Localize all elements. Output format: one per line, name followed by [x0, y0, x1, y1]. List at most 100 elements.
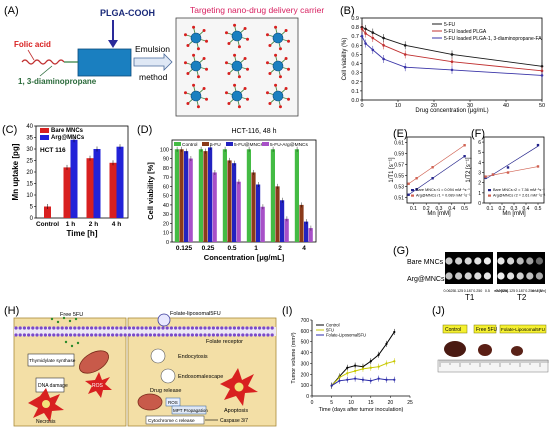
bar: [198, 149, 203, 242]
data-point: [369, 379, 372, 382]
legend-label: Control: [326, 323, 340, 328]
panel-label-c: (C): [2, 124, 17, 136]
lipid-head: [111, 333, 115, 337]
data-point: [415, 177, 418, 180]
np-folate-tip: [183, 91, 187, 95]
lipid-head: [14, 326, 18, 330]
np-folate-tip: [192, 53, 196, 57]
lipid-head: [249, 333, 253, 337]
t2-dot: [535, 272, 544, 280]
plot-frame: [171, 139, 317, 243]
lipid-head: [190, 326, 194, 330]
x-tick-label: 10: [395, 103, 401, 109]
np-folate-tip: [246, 67, 250, 71]
lipid-head: [123, 326, 127, 330]
legend-swatch: [202, 142, 209, 146]
lipid-head: [77, 333, 81, 337]
legend-label: 5-FU@MNCs: [234, 142, 263, 148]
drug-molecule: [74, 317, 78, 321]
y-tick-label: 5: [478, 150, 481, 156]
legend-label: Arg@MNCs r2 = 2.61 mM⁻¹s⁻¹: [493, 194, 546, 198]
np-folate-tip: [237, 105, 241, 109]
y-tick-label: 0.55: [394, 174, 404, 180]
lipid-head: [232, 333, 236, 337]
chart-e: 0.51 0.53 0.55 0.57 0.59 0.61 1/T1 [s⁻¹] Mn [mM…: [389, 136, 472, 217]
lipid-head: [144, 333, 148, 337]
bar: [188, 158, 193, 242]
x-tick-label: 0.125: [176, 245, 193, 252]
bar: [294, 149, 299, 242]
data-point: [382, 57, 385, 61]
x-tick-label: 0.3: [436, 206, 443, 212]
lipid-head: [203, 326, 207, 330]
t2-dot: [526, 257, 534, 265]
bar: [275, 186, 280, 242]
folic-pointer: [27, 49, 35, 61]
j-text-control: Control: [445, 327, 461, 333]
bar: [174, 149, 179, 242]
lipid-head: [270, 326, 274, 330]
lipid-head: [245, 333, 249, 337]
lipid-head: [203, 333, 207, 337]
np-folate-tip: [243, 27, 247, 31]
t2-conc-label: 0.250: [525, 289, 534, 293]
bar: [227, 160, 232, 242]
lipid-head: [48, 333, 52, 337]
y-tick-label: 0.6: [351, 43, 359, 49]
nanoparticle-core: [272, 60, 284, 72]
lipid-head: [35, 333, 39, 337]
fit-line: [408, 155, 465, 196]
lipid-head: [157, 326, 161, 330]
lipid-head: [127, 326, 131, 330]
y-tick-label: 10: [163, 231, 169, 237]
data-point: [403, 65, 407, 69]
data-point: [463, 144, 466, 147]
nanoparticle-core: [231, 60, 243, 72]
bar: [280, 200, 285, 242]
panel-j: (J) Control Free 5FU Folate-Liposomal5FU: [432, 305, 549, 373]
t1-dot: [483, 272, 491, 280]
legend-swatch: [174, 142, 181, 146]
lipid-head: [195, 326, 199, 330]
panel-label-e: (E): [393, 128, 408, 140]
np-folate-tip: [243, 87, 247, 91]
lipid-head: [232, 326, 236, 330]
data-point: [369, 360, 372, 363]
data-point: [450, 60, 454, 64]
plot-frame: [361, 17, 543, 101]
ros-label-left: ROS: [92, 383, 104, 389]
lipid-head: [224, 333, 228, 337]
panel-label-b: (B): [340, 5, 355, 17]
j-label-control: [442, 324, 468, 334]
lipid-head: [253, 333, 257, 337]
lipid-head: [106, 333, 110, 337]
folate-receptor-label: Folate receptor: [206, 339, 243, 345]
data-point: [403, 53, 407, 56]
drug-molecule: [50, 317, 54, 321]
data-point: [491, 173, 495, 176]
np-folate-tip: [227, 101, 231, 105]
drug-molecule: [68, 319, 72, 323]
x-tick-label: 20: [388, 400, 394, 406]
data-point: [536, 143, 540, 147]
legend-label: 5-FU loaded PLGA-1, 3-diaminopropane-FA: [444, 36, 542, 42]
x-axis-label: Drug concentration (μg/mL): [415, 108, 488, 114]
data-point: [371, 36, 375, 40]
lipid-head: [132, 333, 136, 337]
legend-label: Bare MNCs r1 = 0.094 mM⁻¹s⁻¹: [416, 188, 470, 192]
y-tick-label: 2: [478, 181, 481, 187]
data-point: [346, 366, 349, 369]
data-point: [330, 384, 333, 387]
bar: [179, 149, 184, 242]
y-tick-label: 90: [163, 157, 169, 163]
x-tick-label: 30: [467, 103, 473, 109]
j-label-free: [473, 324, 497, 334]
y-tick-label: 0.51: [394, 196, 404, 202]
free-5fu-label: Free 5FU: [60, 312, 83, 318]
nanoparticle-core: [272, 32, 284, 44]
t1-dot: [455, 257, 463, 265]
lipid-head: [228, 326, 232, 330]
bar: [236, 181, 241, 242]
data-point: [382, 36, 385, 40]
np-folate-tip: [287, 39, 291, 43]
